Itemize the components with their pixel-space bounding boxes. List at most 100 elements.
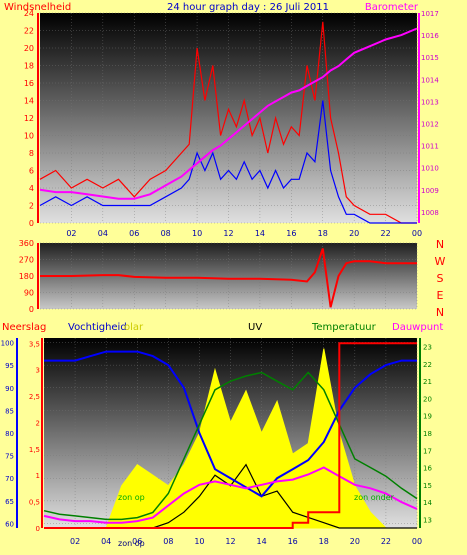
wind-x-tick: 04	[98, 229, 108, 238]
wind-tick-label: 20	[24, 44, 34, 53]
climate-x-tick: 06	[132, 537, 142, 546]
temperature-tick-label: 18	[423, 430, 432, 438]
humidity-axis: 60 65 70 75 80 85 90 95 100	[1, 338, 18, 528]
wind-tick-label: 14	[24, 97, 34, 106]
rain-tick-label: 2,5	[29, 393, 40, 401]
barometer-tick-label: 1015	[421, 54, 439, 62]
sun-up-label: zon op	[118, 493, 145, 502]
wind-x-axis: 02 04 06 08 10 12 14 16 18 20 22 00	[66, 229, 422, 238]
wind-tick-label: 4	[29, 184, 34, 193]
climate-x-tick: 00	[412, 537, 422, 546]
barometer-series	[39, 27, 418, 200]
wind-tick-label: 2	[29, 202, 34, 211]
humidity-tick-label: 70	[5, 475, 14, 483]
climate-x-tick: 10	[194, 537, 204, 546]
climate-x-axis: 02 04 06 08 10 12 14 16 18 20 22 00	[70, 537, 422, 546]
wind-x-tick: 14	[255, 229, 265, 238]
solar-label: olar	[124, 322, 144, 333]
wind-tick-label: 18	[24, 62, 34, 71]
climate-x-tick: 04	[101, 537, 111, 546]
wind-x-tick: 00	[412, 229, 422, 238]
direction-tick-label: 0	[29, 305, 34, 314]
dewpoint-label: Dauwpunt	[392, 322, 443, 333]
humidity-tick-label: 80	[5, 430, 14, 438]
climate-x-tick: 14	[256, 537, 266, 546]
rain-axis: 0 0,5 1 1,5 2 2,5 3 3,5	[29, 338, 43, 533]
direction-tick-label: 270	[19, 256, 34, 265]
compass-label: E	[437, 289, 444, 302]
compass-label: N	[436, 306, 444, 319]
humidity-tick-label: 100	[1, 340, 14, 348]
barometer-tick-label: 1010	[421, 165, 439, 173]
wind-tick-label: 16	[24, 79, 34, 88]
rain-tick-label: 3	[36, 367, 40, 375]
rain-series	[44, 342, 417, 529]
temperature-tick-label: 13	[423, 516, 432, 524]
humidity-series	[44, 350, 417, 498]
wind-x-tick: 22	[380, 229, 390, 238]
temperature-tick-label: 15	[423, 482, 432, 490]
wind-average-series	[39, 100, 417, 224]
direction-tick-label: 90	[24, 289, 34, 298]
sun-down-label: zon onder	[354, 493, 395, 502]
humidity-tick-label: 90	[5, 385, 14, 393]
wind-x-tick: 02	[66, 229, 76, 238]
rain-tick-label: 2	[36, 419, 40, 427]
wind-tick-label: 22	[24, 27, 34, 36]
direction-tick-label: 180	[19, 272, 34, 281]
solar-series	[44, 348, 417, 529]
temperature-axis: 13 14 15 16 17 18 19 20 21 22 23	[419, 338, 432, 528]
humidity-tick-label: 85	[5, 407, 14, 415]
sun-up-axis-label: zon op	[118, 539, 145, 548]
wind-x-tick: 08	[161, 229, 171, 238]
barometer-tick-label: 1014	[421, 76, 439, 84]
humidity-label: Vochtigheid	[68, 322, 127, 333]
barometer-tick-label: 1016	[421, 32, 439, 40]
wind-tick-label: 10	[24, 132, 34, 141]
climate-x-tick: 20	[350, 537, 360, 546]
wind-speed-label: Windsnelheid	[4, 2, 71, 13]
temperature-tick-label: 20	[423, 395, 432, 403]
compass-label: S	[437, 272, 444, 285]
barometer-tick-label: 1011	[421, 143, 439, 151]
wind-x-tick: 10	[192, 229, 202, 238]
temperature-tick-label: 16	[423, 465, 432, 473]
uv-label: UV	[248, 322, 262, 333]
barometer-label: Barometer	[365, 2, 419, 13]
rain-tick-label: 0	[36, 525, 40, 533]
humidity-tick-label: 65	[5, 498, 14, 506]
direction-axis: 0 90 180 270 360	[19, 239, 39, 314]
wind-x-tick: 16	[286, 229, 296, 238]
direction-tick-label: 360	[19, 239, 34, 248]
rain-tick-label: 1	[36, 472, 40, 480]
temperature-tick-label: 21	[423, 378, 432, 386]
wind-x-tick: 12	[223, 229, 233, 238]
temperature-tick-label: 17	[423, 447, 432, 455]
direction-panel-grid	[40, 242, 418, 310]
temperature-tick-label: 22	[423, 361, 432, 369]
barometer-tick-label: 1013	[421, 98, 439, 106]
rain-label: Neerslag	[2, 322, 46, 333]
climate-x-tick: 02	[70, 537, 80, 546]
compass-label: N	[436, 238, 444, 251]
wind-speed-series	[39, 21, 417, 224]
compass-label: W	[435, 255, 446, 268]
humidity-tick-label: 95	[5, 362, 14, 370]
wind-x-tick: 20	[349, 229, 359, 238]
wind-tick-label: 24	[24, 9, 34, 18]
climate-x-tick: 22	[381, 537, 391, 546]
rain-tick-label: 3,5	[29, 340, 40, 348]
rain-tick-label: 0,5	[29, 499, 40, 507]
wind-tick-label: 8	[29, 149, 34, 158]
wind-direction-series	[40, 248, 417, 308]
temperature-tick-label: 23	[423, 344, 432, 352]
humidity-tick-label: 60	[5, 520, 14, 528]
wind-tick-label: 0	[29, 219, 34, 228]
graph-title: 24 hour graph day : 26 Juli 2011	[167, 2, 329, 13]
temperature-tick-label: 14	[423, 499, 432, 507]
barometer-tick-label: 1008	[421, 209, 439, 217]
climate-x-tick: 08	[163, 537, 173, 546]
